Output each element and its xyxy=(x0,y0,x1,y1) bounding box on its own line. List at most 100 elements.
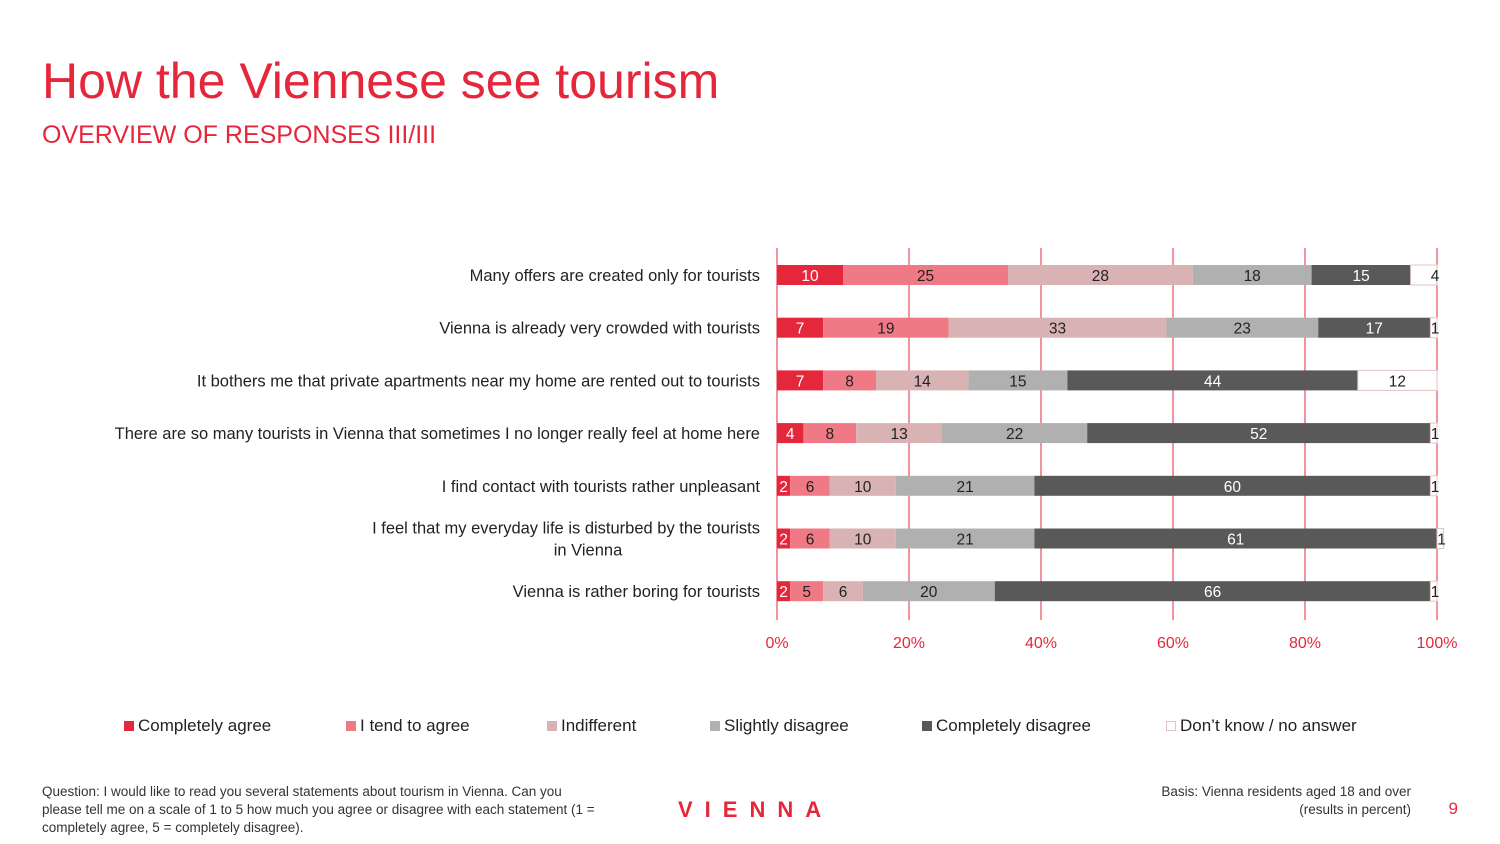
legend-swatch xyxy=(922,721,932,731)
legend-label: Don’t know / no answer xyxy=(1180,716,1357,735)
data-label: 1 xyxy=(1437,532,1446,549)
data-label: 44 xyxy=(1204,373,1222,390)
legend-swatch xyxy=(1166,721,1176,731)
data-label: 2 xyxy=(779,479,788,496)
legend-label: Indifferent xyxy=(561,716,637,735)
x-tick-label: 40% xyxy=(1025,635,1057,652)
data-label: 14 xyxy=(914,373,932,390)
page-subtitle: OVERVIEW OF RESPONSES III/III xyxy=(42,121,437,149)
category-label: Vienna is already very crowded with tour… xyxy=(439,320,760,338)
legend-swatch xyxy=(710,721,720,731)
page-number: 9 xyxy=(1448,799,1458,818)
x-tick-label: 100% xyxy=(1417,635,1458,652)
bar-segment xyxy=(1166,317,1319,338)
legend-item: Slightly disagree xyxy=(710,716,849,736)
bar-segment xyxy=(1034,528,1437,549)
legend-item: Indifferent xyxy=(547,716,636,736)
data-label: 4 xyxy=(1431,268,1440,285)
data-label: 2 xyxy=(779,532,788,549)
bar-segment xyxy=(856,423,942,444)
bar-segment xyxy=(777,317,824,338)
category-label: It bothers me that private apartments ne… xyxy=(197,372,760,390)
data-label: 7 xyxy=(796,373,805,390)
bar-segment xyxy=(895,475,1035,496)
data-label: 15 xyxy=(1352,268,1369,285)
data-label: 21 xyxy=(956,479,973,496)
data-label: 18 xyxy=(1244,268,1261,285)
data-label: 66 xyxy=(1204,584,1221,601)
data-label: 7 xyxy=(796,321,805,338)
data-label: 8 xyxy=(845,373,854,390)
bar-segment xyxy=(829,528,896,549)
bar-segment xyxy=(1008,265,1193,285)
data-label: 17 xyxy=(1366,321,1383,338)
data-label: 8 xyxy=(825,426,834,443)
bar-segment xyxy=(1311,265,1411,285)
data-label: 15 xyxy=(1009,373,1026,390)
bar-segment xyxy=(876,370,969,391)
bar-segment xyxy=(777,370,824,391)
bar-segment xyxy=(895,528,1035,549)
bar-segment xyxy=(790,475,830,496)
basis-line-1: Basis: Vienna residents aged 18 and over xyxy=(1161,784,1411,799)
data-label: 1 xyxy=(1431,479,1440,496)
bar-segment xyxy=(1429,317,1438,339)
data-label: 1 xyxy=(1431,584,1440,601)
data-label: 60 xyxy=(1224,479,1242,496)
legend-item: Don’t know / no answer xyxy=(1166,716,1357,736)
data-label: 4 xyxy=(786,426,795,443)
bar-segment xyxy=(1429,580,1438,602)
x-tick-label: 80% xyxy=(1289,635,1321,652)
data-label: 33 xyxy=(1049,321,1066,338)
data-label: 61 xyxy=(1227,532,1244,549)
bar-segment xyxy=(777,475,791,496)
basis-note: Basis: Vienna residents aged 18 and over… xyxy=(1051,783,1411,819)
stacked-bar-chart: 0% 20% 40% 60% 80% 100% Many offers are create… xyxy=(115,248,1458,652)
bar-segment xyxy=(1067,370,1358,391)
bar-segment xyxy=(1410,264,1438,286)
category-label: Vienna is rather boring for tourists xyxy=(513,583,760,601)
bar-segment xyxy=(823,370,876,391)
data-label: 23 xyxy=(1234,321,1251,338)
bar-segment xyxy=(1357,369,1438,391)
x-tick-label: 0% xyxy=(765,635,788,652)
data-label: 10 xyxy=(801,268,819,285)
data-label: 6 xyxy=(806,479,815,496)
legend-label: Completely disagree xyxy=(936,716,1091,735)
bar-segment xyxy=(862,581,995,602)
chart-legend: Completely agree I tend to agree Indiffere… xyxy=(0,716,1500,740)
category-label: I find contact with tourists rather unpl… xyxy=(442,478,761,496)
data-label: 10 xyxy=(854,532,872,549)
x-tick-label: 20% xyxy=(893,635,925,652)
legend-swatch xyxy=(547,721,557,731)
bar-segment xyxy=(777,265,843,285)
bar-segment xyxy=(1192,265,1312,285)
bar-segment xyxy=(790,528,830,549)
legend-label: Completely agree xyxy=(138,716,272,735)
data-label: 6 xyxy=(839,584,848,601)
data-label: 25 xyxy=(917,268,934,285)
bar-segment xyxy=(1087,423,1431,444)
bar-segment xyxy=(843,265,1008,285)
page-title: How the Viennese see tourism xyxy=(42,53,720,109)
bar-segment xyxy=(942,423,1088,444)
bar-segment xyxy=(994,581,1431,602)
bar-segment xyxy=(1318,317,1431,338)
data-label: 5 xyxy=(802,584,811,601)
bar-segment xyxy=(968,370,1068,391)
bar-segment xyxy=(777,581,791,602)
legend-label: Slightly disagree xyxy=(724,716,849,735)
category-label: Many offers are created only for tourist… xyxy=(470,267,760,285)
data-label: 1 xyxy=(1431,426,1440,443)
bar-segment xyxy=(823,581,863,602)
bar-segment xyxy=(948,317,1167,338)
data-label: 1 xyxy=(1431,321,1440,338)
data-label: 21 xyxy=(956,532,973,549)
legend-swatch xyxy=(346,721,356,731)
category-label: There are so many tourists in Vienna tha… xyxy=(115,425,760,443)
bar-segment xyxy=(823,317,949,338)
bar-segment xyxy=(1429,475,1438,497)
x-tick-label: 60% xyxy=(1157,635,1189,652)
bar-segment xyxy=(777,528,791,549)
bar-segment xyxy=(1436,528,1445,549)
